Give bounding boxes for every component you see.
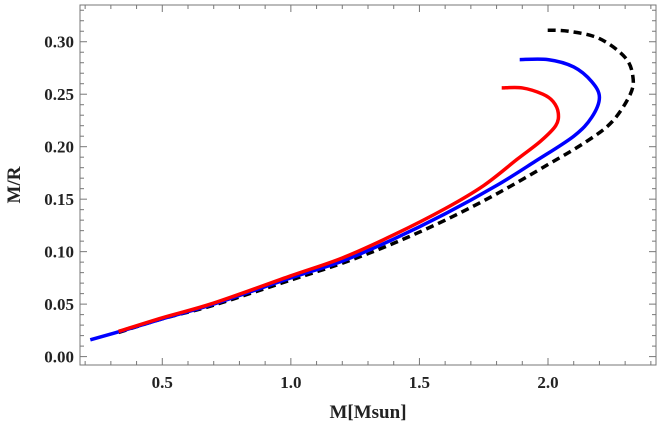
y-tick-label: 0.05: [44, 295, 74, 314]
y-tick-label: 0.10: [44, 243, 74, 262]
y-axis-label: M/R: [4, 166, 25, 203]
x-axis-label: M[Msun]: [329, 402, 406, 423]
plot-frame: [79, 4, 657, 366]
y-tick-label: 0.15: [44, 190, 74, 209]
y-tick-label: 0.20: [44, 138, 74, 157]
y-tick-label: 0.25: [44, 85, 74, 104]
y-tick-label: 0.30: [44, 33, 74, 52]
x-tick-label: 2.0: [537, 373, 558, 392]
series-red-line: [118, 85, 561, 334]
tick-layer: 0.5 1.0 1.5 2.0 0.00 0.05 0.10 0.15 0.20 0.25 0.30: [44, 5, 656, 392]
series-black-dashed-line: [118, 28, 636, 335]
x-tick-label: 1.5: [409, 373, 430, 392]
series-blue-line: [89, 57, 602, 342]
y-tick-label: 0.00: [44, 348, 74, 367]
series-layer: [89, 28, 636, 342]
x-tick-label: 0.5: [152, 373, 173, 392]
x-tick-label: 1.0: [280, 373, 301, 392]
